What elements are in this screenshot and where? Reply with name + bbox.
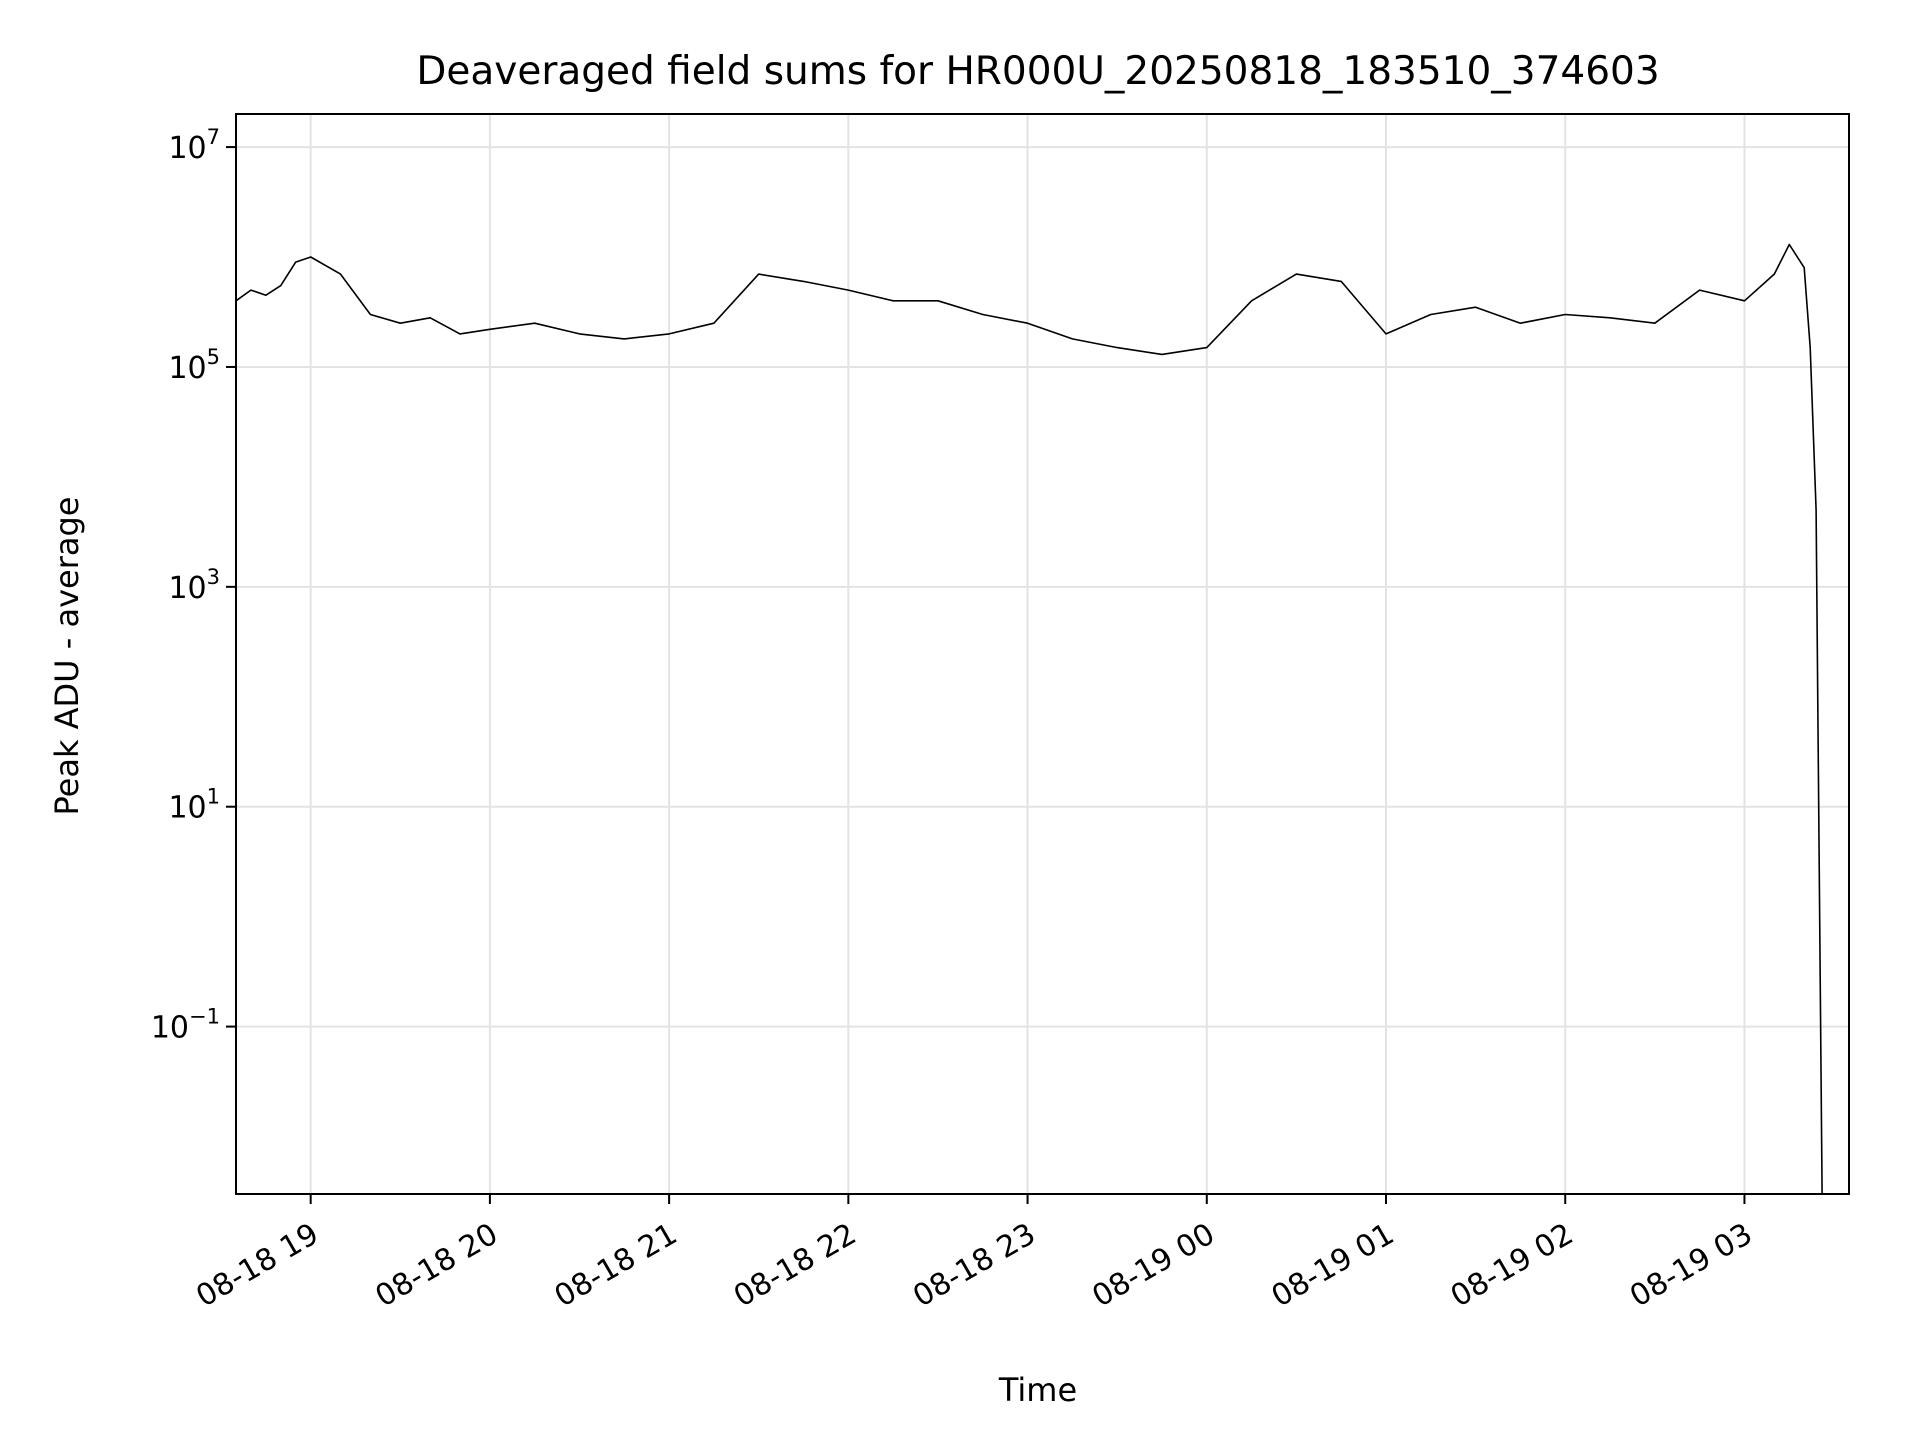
y-tick-label: 101 bbox=[168, 785, 220, 826]
x-tick-label: 08-18 22 bbox=[728, 1217, 862, 1315]
x-tick-label: 08-19 03 bbox=[1624, 1217, 1758, 1315]
plot-frame bbox=[235, 113, 1850, 1195]
gridlines bbox=[236, 114, 1849, 1194]
y-tick-label: 107 bbox=[168, 125, 220, 166]
y-tick-label: 103 bbox=[168, 565, 220, 606]
x-tick-label: 08-18 23 bbox=[907, 1217, 1041, 1315]
x-tick-label: 08-19 01 bbox=[1266, 1217, 1400, 1315]
x-axis-label: Time bbox=[998, 1371, 1077, 1409]
chart-title: Deaveraged field sums for HR000U_2025081… bbox=[416, 49, 1659, 94]
x-axis: 08-18 19 08-18 20 08-18 21 08-18 22 08-18 23… bbox=[190, 1194, 1758, 1314]
series-line bbox=[235, 243, 1823, 1195]
plot-area bbox=[235, 243, 1823, 1195]
x-tick-label: 08-18 19 bbox=[190, 1217, 324, 1315]
y-tick-label: 105 bbox=[168, 345, 220, 386]
y-axis-label: Peak ADU - average bbox=[48, 497, 86, 816]
x-tick-label: 08-18 20 bbox=[370, 1217, 504, 1315]
x-tick-label: 08-18 21 bbox=[549, 1217, 683, 1315]
x-tick-label: 08-19 02 bbox=[1445, 1217, 1579, 1315]
y-tick-label: 10−1 bbox=[151, 1005, 220, 1046]
x-tick-label: 08-19 00 bbox=[1086, 1217, 1220, 1315]
y-axis: 107 105 103 101 10−1 bbox=[151, 125, 236, 1046]
